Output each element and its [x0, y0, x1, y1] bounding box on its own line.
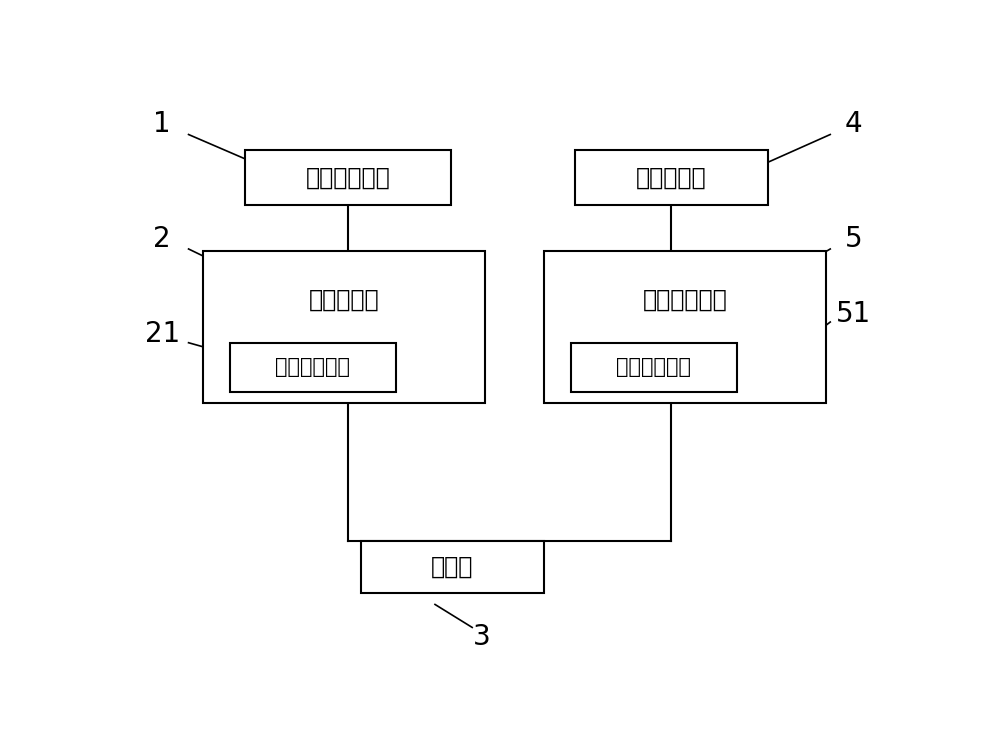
Text: 4: 4: [845, 110, 862, 138]
Text: 热电偶探头: 热电偶探头: [636, 165, 707, 189]
Bar: [245, 150, 450, 205]
Text: 数据处理模块: 数据处理模块: [275, 357, 350, 377]
Bar: [202, 251, 485, 403]
Text: 5: 5: [845, 225, 862, 253]
Text: 3: 3: [473, 623, 490, 651]
Text: 计算机: 计算机: [431, 555, 474, 579]
Text: 1: 1: [153, 110, 171, 138]
Text: 数据传输模块: 数据传输模块: [616, 357, 691, 377]
Bar: [230, 343, 396, 391]
Bar: [574, 150, 768, 205]
Text: 红外测温探头: 红外测温探头: [305, 165, 390, 189]
Text: 2: 2: [153, 225, 171, 253]
Text: 热电偶测温仪: 热电偶测温仪: [643, 288, 727, 311]
Bar: [571, 343, 737, 391]
Bar: [544, 251, 826, 403]
Bar: [361, 541, 544, 593]
Text: 红外测温仪: 红外测温仪: [309, 288, 379, 311]
Text: 51: 51: [836, 300, 871, 328]
Text: 21: 21: [145, 320, 180, 348]
